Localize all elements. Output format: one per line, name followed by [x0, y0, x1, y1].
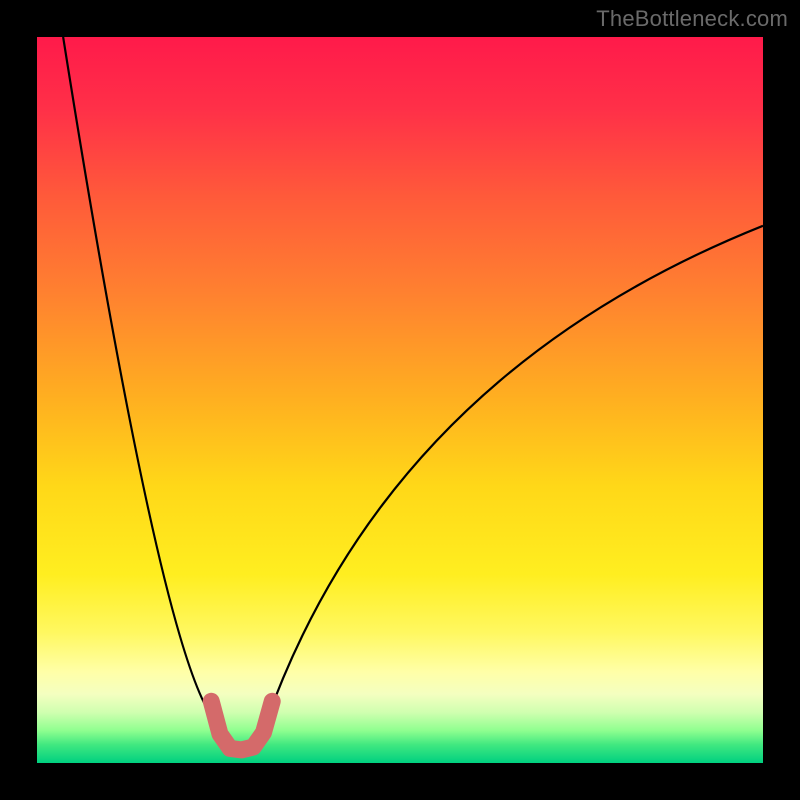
curve-layer [37, 37, 763, 763]
plot-area [37, 37, 763, 763]
watermark-text: TheBottleneck.com [596, 6, 788, 32]
bottleneck-curve-right [266, 226, 763, 723]
bottleneck-curve-left [63, 37, 217, 723]
optimal-marker [211, 701, 272, 750]
